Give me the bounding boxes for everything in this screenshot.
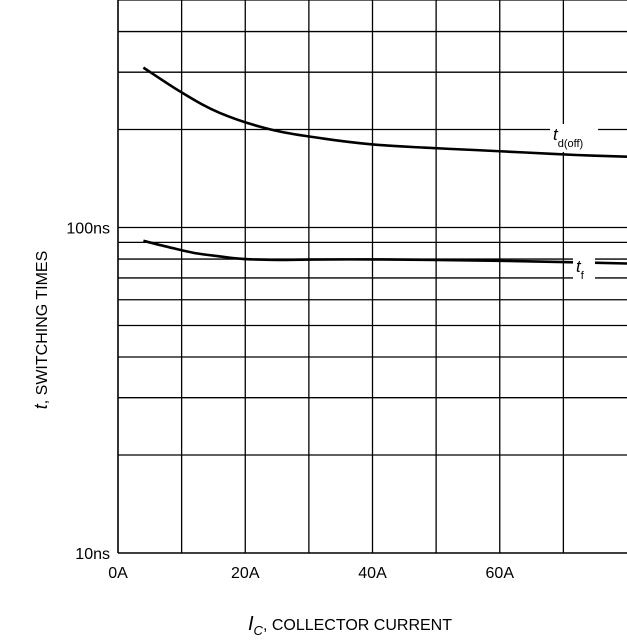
series-label-bg bbox=[573, 256, 595, 284]
series-label-d(off): td(off) bbox=[553, 125, 583, 150]
tick-labels: 0A 20A 40A 60A 10ns 100ns bbox=[66, 221, 514, 582]
x-tick-label: 60A bbox=[486, 565, 515, 582]
series-labels: td(off)tf bbox=[550, 124, 598, 284]
y-axis-title: t, SWITCHING TIMES bbox=[31, 251, 51, 410]
y-tick-label: 10ns bbox=[75, 546, 110, 563]
series-label-sub: f bbox=[581, 270, 585, 282]
series-line-f bbox=[143, 239, 627, 265]
series-line-d(off) bbox=[142, 66, 627, 158]
x-tick-label: 0A bbox=[108, 565, 128, 582]
series-label-var: t bbox=[576, 257, 582, 276]
series-lines bbox=[142, 66, 627, 265]
x-axis-text: , COLLECTOR CURRENT bbox=[263, 617, 452, 634]
x-tick-label: 40A bbox=[358, 565, 387, 582]
y-axis-text: , SWITCHING TIMES bbox=[34, 251, 51, 404]
grid bbox=[118, 0, 627, 553]
y-axis-variable: t bbox=[31, 403, 51, 409]
series-label-f: tf bbox=[576, 257, 585, 282]
x-axis-variable: I bbox=[248, 613, 254, 635]
x-axis-subscript: C bbox=[254, 623, 264, 638]
x-tick-label: 20A bbox=[231, 565, 260, 582]
series-label-bg bbox=[550, 124, 598, 152]
series-label-sub: d(off) bbox=[558, 138, 583, 150]
x-axis-title: IC, COLLECTOR CURRENT bbox=[248, 613, 452, 638]
y-tick-label: 100ns bbox=[66, 221, 110, 238]
plot-frame bbox=[117, 0, 627, 554]
series-label-var: t bbox=[553, 125, 559, 144]
